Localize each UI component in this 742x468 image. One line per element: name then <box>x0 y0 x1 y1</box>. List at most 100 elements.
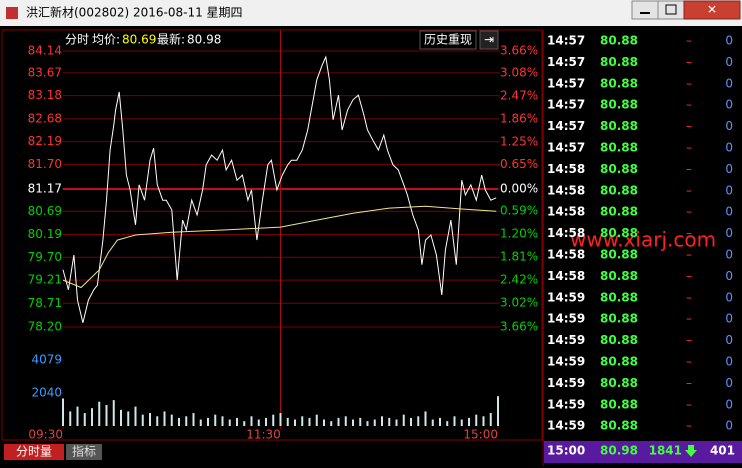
trade-price: 80.88 <box>600 333 638 347</box>
volume-bar <box>134 406 137 426</box>
trade-count: 0 <box>725 162 733 176</box>
volume-bar <box>301 416 304 426</box>
price-line <box>62 55 497 323</box>
chart-frame <box>1 29 543 441</box>
trade-volume: – <box>686 55 692 69</box>
trade-count: 0 <box>725 269 733 283</box>
volume-bar <box>482 416 485 426</box>
window-title: 洪汇新材(002802) 2016-08-11 星期四 <box>26 5 243 20</box>
watermark: www.xiarj.com <box>570 228 716 252</box>
trade-price: 80.88 <box>600 76 638 90</box>
volume-bar <box>120 409 122 426</box>
trade-volume: – <box>686 290 692 304</box>
trade-volume: – <box>686 355 692 369</box>
volume-bar <box>308 417 311 426</box>
trade-price: 80.88 <box>600 183 638 197</box>
trade-price: 80.88 <box>600 355 638 369</box>
y-tick-label: 79.70 <box>28 250 62 264</box>
avg-value: 80.69 <box>122 33 156 47</box>
trade-count: 0 <box>725 119 733 133</box>
trade-time: 14:57 <box>547 141 585 155</box>
volume-bar <box>337 417 340 426</box>
trade-count: 0 <box>725 183 733 197</box>
volume-bar <box>185 416 188 426</box>
price-line <box>62 205 497 289</box>
trade-price: 80.88 <box>600 419 638 433</box>
trade-time: 14:59 <box>547 397 585 411</box>
trade-volume: – <box>686 226 692 240</box>
trade-price: 80.88 <box>600 119 638 133</box>
y2-tick-label: 1.25% <box>500 134 538 148</box>
trade-price: 80.88 <box>600 162 638 176</box>
y-tick-label: 84.14 <box>28 44 62 58</box>
trade-count: 0 <box>725 98 733 112</box>
tab-label: 分时量 <box>16 445 52 459</box>
trade-time: 15:00 <box>547 444 585 458</box>
trade-volume: – <box>686 183 692 197</box>
trade-price: 80.88 <box>600 98 638 112</box>
trade-count: 0 <box>725 205 733 219</box>
trade-time: 14:59 <box>547 376 585 390</box>
collapse-button[interactable] <box>479 30 499 50</box>
trade-time: 14:58 <box>547 205 585 219</box>
y-tick-label: 78.71 <box>28 296 62 310</box>
y-tick-label: 78.20 <box>28 320 62 334</box>
trade-count: 0 <box>725 419 733 433</box>
volume-bar <box>149 413 151 426</box>
trade-time: 14:59 <box>547 419 585 433</box>
collapse-icon: ⇥ <box>484 33 494 47</box>
volume-bar <box>112 400 115 426</box>
volume-bar <box>243 421 246 426</box>
trade-time: 14:58 <box>547 162 585 176</box>
y2-tick-label: 0.00% <box>500 182 538 196</box>
y-tick-label: 83.67 <box>28 65 62 79</box>
trade-price: 80.88 <box>600 269 638 283</box>
volume-bar <box>410 417 412 426</box>
y-tick-label: 83.18 <box>28 88 62 102</box>
content <box>0 28 742 468</box>
y2-tick-label: 2.47% <box>500 88 538 102</box>
trade-time: 14:58 <box>547 248 585 262</box>
app-icon <box>6 7 18 19</box>
volume-bar <box>460 419 463 426</box>
y2-tick-label: 0.65% <box>500 157 538 171</box>
volume-bar <box>62 398 64 426</box>
trade-price: 80.88 <box>600 376 638 390</box>
close-button[interactable] <box>683 0 741 20</box>
trade-time: 14:59 <box>547 312 585 326</box>
trade-volume: – <box>686 141 692 155</box>
volume-bar <box>199 419 202 426</box>
volume-bar <box>323 419 325 426</box>
minimize-button[interactable] <box>631 0 659 20</box>
volume-bar <box>228 419 231 426</box>
volume-bar <box>475 414 478 426</box>
trade-time: 14:57 <box>547 55 585 69</box>
maximize-button[interactable] <box>657 0 685 20</box>
volume-bar <box>91 408 93 426</box>
volume-bar <box>402 414 405 426</box>
volume-bar <box>315 414 318 426</box>
y-tick-label: 82.19 <box>28 134 62 148</box>
down-arrow <box>685 445 697 457</box>
trade-volume: – <box>686 312 692 326</box>
y-tick-label: 4079 <box>31 353 62 367</box>
y2-tick-label: 3.66% <box>500 320 538 334</box>
tab-active[interactable] <box>4 444 64 460</box>
trade-count: 0 <box>725 248 733 262</box>
y-tick-label: 81.17 <box>28 182 62 196</box>
y-tick-label: 82.68 <box>28 111 62 125</box>
trade-price: 80.88 <box>600 312 638 326</box>
trade-volume: – <box>686 419 692 433</box>
volume-bar <box>344 416 347 426</box>
trade-price: 80.98 <box>600 444 638 458</box>
tab[interactable] <box>66 444 102 460</box>
history-button[interactable] <box>419 30 477 50</box>
y2-tick-label: 3.08% <box>500 65 538 79</box>
x-tick-label: 15:00 <box>463 428 498 442</box>
trade-volume: – <box>686 34 692 48</box>
volume-bar <box>141 414 144 426</box>
y-tick-label: 79.21 <box>28 273 62 287</box>
y-tick-label: 2040 <box>31 386 62 400</box>
